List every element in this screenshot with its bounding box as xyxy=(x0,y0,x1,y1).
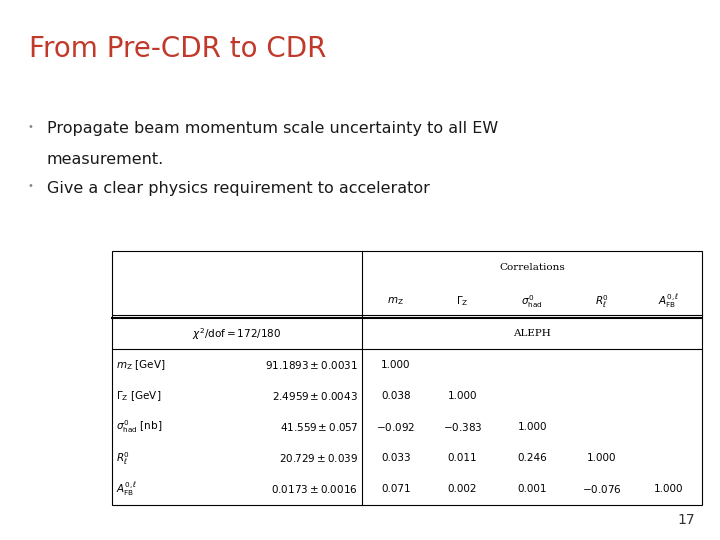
Text: 0.002: 0.002 xyxy=(448,484,477,494)
Text: 0.033: 0.033 xyxy=(381,453,410,463)
Text: $\chi^2/\mathrm{dof} = 172/180$: $\chi^2/\mathrm{dof} = 172/180$ xyxy=(192,326,282,342)
Text: $m_\mathrm{Z}$ [GeV]: $m_\mathrm{Z}$ [GeV] xyxy=(116,358,166,372)
Text: $-0.076$: $-0.076$ xyxy=(582,483,622,495)
Text: 0.246: 0.246 xyxy=(517,453,547,463)
Text: $\Gamma_{\mathrm{Z}}$: $\Gamma_{\mathrm{Z}}$ xyxy=(456,294,469,308)
Text: 0.038: 0.038 xyxy=(381,391,410,401)
Text: 0.001: 0.001 xyxy=(518,484,547,494)
Text: Give a clear physics requirement to accelerator: Give a clear physics requirement to acce… xyxy=(47,181,430,196)
Text: •: • xyxy=(27,122,33,132)
Text: $41.559 \pm 0.057$: $41.559 \pm 0.057$ xyxy=(279,421,358,433)
Text: $m_{\mathrm{Z}}$: $m_{\mathrm{Z}}$ xyxy=(387,295,404,307)
Text: $20.729 \pm 0.039$: $20.729 \pm 0.039$ xyxy=(279,452,358,464)
Text: Correlations: Correlations xyxy=(499,264,565,272)
Text: •: • xyxy=(27,181,33,191)
Text: $\sigma^0_{\mathrm{had}}$: $\sigma^0_{\mathrm{had}}$ xyxy=(521,293,543,310)
Text: 1.000: 1.000 xyxy=(518,422,547,432)
Text: $0.0173 \pm 0.0016$: $0.0173 \pm 0.0016$ xyxy=(271,483,358,495)
Text: Propagate beam momentum scale uncertainty to all EW: Propagate beam momentum scale uncertaint… xyxy=(47,122,498,137)
Text: $-0.383$: $-0.383$ xyxy=(443,421,482,433)
Text: $-0.092$: $-0.092$ xyxy=(376,421,415,433)
Text: 1.000: 1.000 xyxy=(654,484,683,494)
Text: $A^{0,\ell}_\mathrm{FB}$: $A^{0,\ell}_\mathrm{FB}$ xyxy=(116,481,138,498)
Text: $\Gamma_\mathrm{Z}$ [GeV]: $\Gamma_\mathrm{Z}$ [GeV] xyxy=(116,389,161,403)
Text: From Pre-CDR to CDR: From Pre-CDR to CDR xyxy=(29,35,326,63)
Text: ALEPH: ALEPH xyxy=(513,329,551,338)
Text: $\sigma^0_\mathrm{had}$ [nb]: $\sigma^0_\mathrm{had}$ [nb] xyxy=(116,418,162,435)
Text: 1.000: 1.000 xyxy=(588,453,617,463)
Bar xyxy=(112,251,702,505)
Text: 0.071: 0.071 xyxy=(381,484,410,494)
Text: 1.000: 1.000 xyxy=(448,391,477,401)
Text: 0.011: 0.011 xyxy=(448,453,477,463)
Text: $A^{0,\ell}_{\mathrm{FB}}$: $A^{0,\ell}_{\mathrm{FB}}$ xyxy=(658,293,679,310)
Text: 1.000: 1.000 xyxy=(381,360,410,370)
Text: $2.4959 \pm 0.0043$: $2.4959 \pm 0.0043$ xyxy=(272,390,358,402)
Text: measurement.: measurement. xyxy=(47,152,164,167)
Text: 17: 17 xyxy=(678,512,695,526)
Text: $R^0_\ell$: $R^0_\ell$ xyxy=(116,450,130,467)
Text: $R^0_\ell$: $R^0_\ell$ xyxy=(595,293,609,310)
Text: $91.1893 \pm 0.0031$: $91.1893 \pm 0.0031$ xyxy=(265,359,358,371)
